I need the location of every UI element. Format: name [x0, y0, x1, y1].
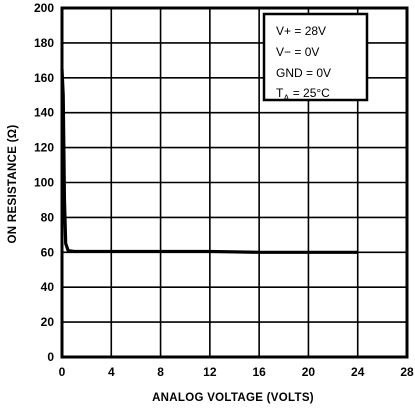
x-tick-label: 16: [252, 365, 266, 379]
y-tick-label: 160: [34, 71, 54, 85]
y-tick-label: 200: [34, 1, 54, 15]
x-tick-label: 20: [302, 365, 316, 379]
x-tick-label: 0: [59, 365, 66, 379]
y-tick-label: 140: [34, 106, 54, 120]
legend-vplus: V+ = 28V: [276, 24, 326, 38]
legend-temperature: TA = 25°C: [276, 86, 330, 103]
y-tick-label: 120: [34, 141, 54, 155]
on-resistance-curve: [60, 68, 358, 254]
y-tick-label: 0: [47, 350, 54, 364]
y-tick-label: 20: [41, 315, 55, 329]
y-tick-label: 180: [34, 36, 54, 50]
x-tick-label: 12: [203, 365, 217, 379]
legend-frame: [262, 12, 369, 102]
plot-border: [60, 6, 409, 359]
legend-ta-value: = 25°C: [289, 86, 330, 100]
legend-gnd: GND = 0V: [276, 66, 331, 80]
legend-ta-symbol: T: [276, 86, 284, 100]
y-axis-title: ON RESISTANCE (Ω): [7, 125, 19, 244]
legend-vminus: V− = 0V: [276, 45, 319, 59]
y-tick-label: 40: [41, 280, 55, 294]
x-tick-label: 8: [157, 365, 164, 379]
x-tick-label: 24: [351, 365, 365, 379]
plot-frame: [60, 6, 409, 359]
y-tick-label: 80: [41, 210, 55, 224]
x-tick-label: 4: [108, 365, 115, 379]
conditions-legend: V+ = 28V V− = 0V GND = 0V TA = 25°C: [262, 12, 369, 103]
tick-labels: 0 4 8 12 16 20 24 28 0 20 40 60 80 100 120 140 160 180 200: [34, 1, 414, 379]
y-tick-label: 100: [34, 176, 54, 190]
x-tick-label: 28: [400, 365, 414, 379]
x-axis-title: ANALOG VOLTAGE (VOLTS): [152, 392, 314, 404]
legend-ta-subscript: A: [283, 93, 289, 103]
series-layer: [60, 68, 358, 254]
y-tick-label: 60: [41, 245, 55, 259]
